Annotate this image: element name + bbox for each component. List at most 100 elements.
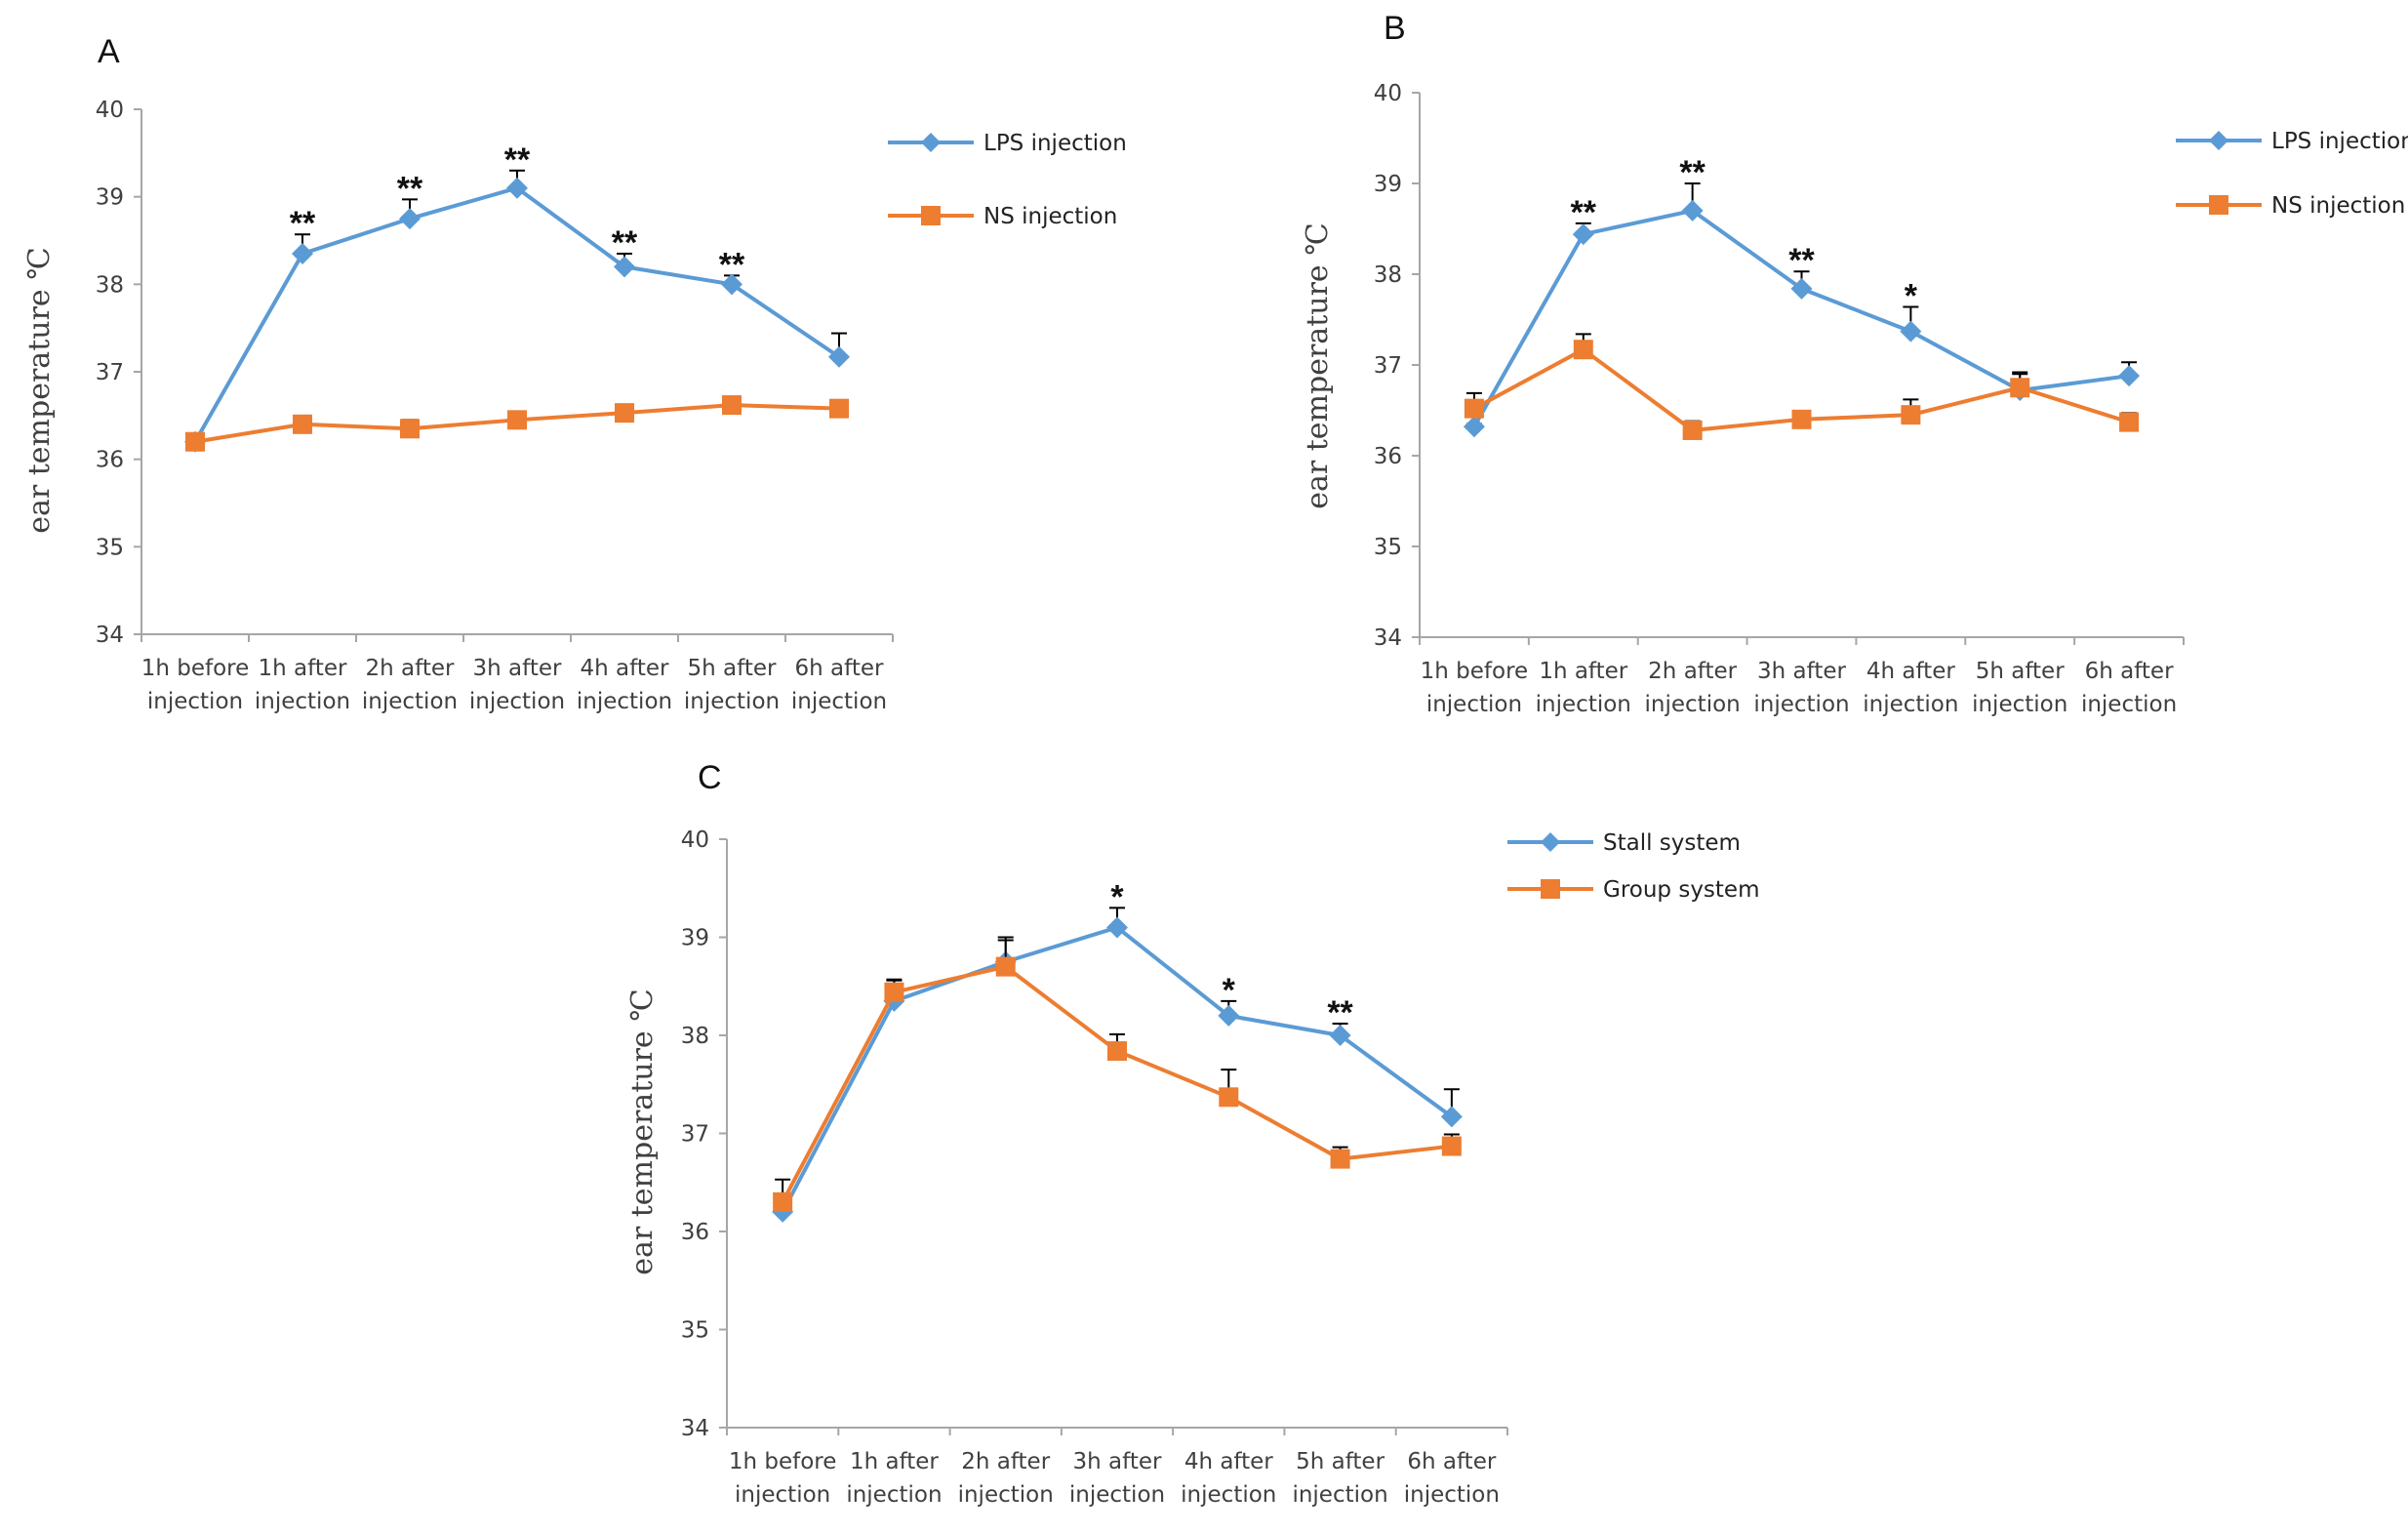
x-tick-label: injection [791,689,887,714]
y-axis-label: ear temperature ℃ [1301,222,1335,509]
x-tick-label: injection [255,689,350,714]
x-tick-label: 1h after [1539,659,1627,684]
legend-label: NS injection [2271,193,2405,219]
data-point [1463,416,1485,438]
data-point [293,414,312,434]
significance-marker: ** [290,205,316,242]
series-ns-injection [185,395,849,452]
x-tick-label: 2h after [961,1449,1050,1474]
series-stall-system [772,907,1463,1223]
significance-marker: ** [612,224,638,262]
significance-marker: ** [504,141,531,179]
chart-panel-c: C 34 35 36 37 38 39 40 1h before injection 1h afte… [625,759,1759,1508]
legend-marker [1541,879,1560,899]
series-ns-injection [1464,333,2140,440]
y-tick-label: 37 [1374,353,1402,379]
series-group-system [773,936,1462,1212]
panel-label: C [698,759,722,796]
significance-marker: ** [1679,154,1706,191]
x-tick-label: injection [469,689,565,714]
panel-label: B [1384,10,1406,47]
data-point [2119,412,2140,432]
y-tick-label: 39 [96,185,124,211]
legend-entry: NS injection [2176,193,2405,219]
x-tick-label: 2h after [366,656,455,681]
x-tick-label: injection [684,689,780,714]
series-lps-injection [1463,182,2141,438]
x-tick-label: injection [1972,692,2067,717]
x-tick-label: injection [362,689,458,714]
y-tick-label: 37 [96,360,124,385]
data-point [828,345,850,368]
y-tick-label: 34 [96,623,124,648]
data-point [185,431,205,452]
data-point [507,410,527,430]
data-point [399,208,421,230]
data-point [1900,320,1922,343]
data-point [884,982,904,1002]
data-point [1901,405,1921,425]
data-point [1107,1041,1127,1062]
y-tick-label: 36 [1374,444,1402,469]
data-point [1441,1136,1462,1156]
data-point [995,956,1016,977]
x-tick-label: 2h after [1648,659,1737,684]
x-tick-label: injection [1753,692,1849,717]
legend-entry: Stall system [1507,830,1741,856]
data-point [1573,340,1593,360]
data-point [1218,1004,1240,1027]
data-point [773,1191,793,1212]
x-tick-label: injection [1069,1482,1165,1508]
y-tick-label: 36 [96,448,124,473]
data-point [1440,1106,1463,1128]
legend-marker [2209,131,2228,150]
legend-marker [921,133,941,152]
y-tick-label: 39 [681,926,709,951]
y-tick-label: 38 [96,272,124,298]
legend-entry: Group system [1507,877,1759,903]
significance-marker: * [1223,972,1236,1009]
legend-marker [1541,832,1560,852]
data-point [721,273,742,296]
y-tick-label: 34 [681,1416,709,1441]
data-point [1330,1149,1350,1169]
data-point [1329,1025,1351,1046]
x-tick-label: injection [846,1482,942,1508]
y-axis-label: ear temperature ℃ [22,247,57,534]
x-tick-label: injection [1426,692,1522,717]
x-tick-label: injection [2081,692,2177,717]
data-point [1791,409,1812,429]
legend-label: Stall system [1603,830,1741,856]
x-tick-label: injection [735,1482,830,1508]
x-tick-label: 6h after [1407,1449,1496,1474]
legend-label: LPS injection [983,131,1127,156]
data-point [506,177,528,199]
panel-label: A [98,33,120,70]
x-tick-label: injection [1404,1482,1500,1508]
significance-marker: ** [1788,242,1815,279]
x-tick-label: 1h before [1421,659,1529,684]
y-tick-label: 39 [1374,172,1402,197]
significance-marker: ** [397,170,423,207]
x-tick-label: 1h after [259,656,347,681]
data-point [1464,398,1484,419]
legend-marker [2209,195,2228,215]
data-point [615,403,634,424]
data-point [1681,199,1704,222]
legend-label: LPS injection [2271,129,2408,154]
x-tick-label: injection [147,689,243,714]
x-tick-label: 1h after [850,1449,939,1474]
chart-panel-b: B 34 35 36 37 38 39 40 1h before injection 1h afte… [1301,10,2408,717]
x-tick-label: 6h after [795,656,884,681]
data-point [400,419,420,439]
x-tick-label: 4h after [581,656,669,681]
significance-marker: ** [1327,994,1353,1031]
data-point [829,398,849,419]
data-point [1790,277,1813,300]
y-tick-label: 36 [681,1220,709,1245]
x-tick-label: injection [1645,692,1741,717]
x-tick-label: 3h after [473,656,562,681]
x-tick-label: 5h after [1296,1449,1385,1474]
